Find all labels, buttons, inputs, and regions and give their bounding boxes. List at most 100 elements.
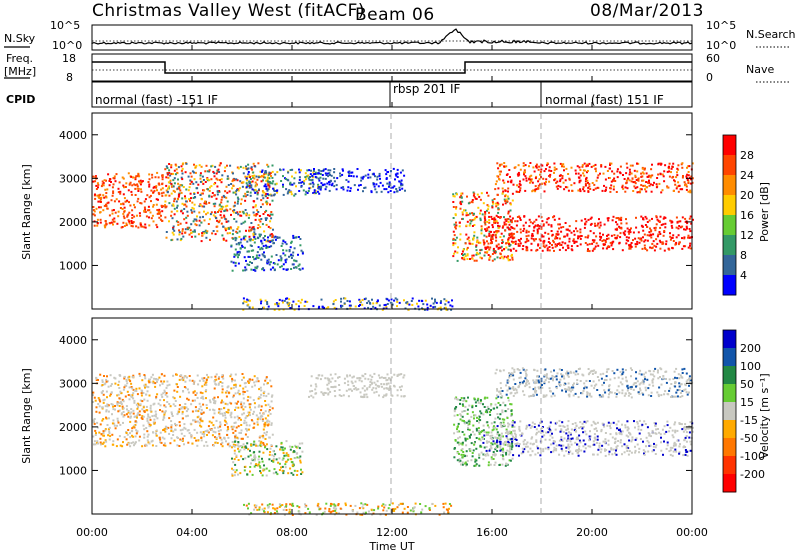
heatmap-cell (495, 214, 498, 217)
heatmap-cell (254, 233, 257, 236)
heatmap-cell (561, 177, 564, 180)
heatmap-cell (148, 183, 151, 186)
heatmap-cell (307, 177, 310, 180)
heatmap-cell (269, 451, 272, 453)
freq-tick-top: 18 (62, 52, 76, 65)
heatmap-cell (165, 205, 168, 208)
heatmap-cell (287, 190, 290, 193)
heatmap-cell (544, 231, 547, 234)
heatmap-cell (455, 207, 457, 210)
heatmap-cell (242, 166, 245, 169)
heatmap-cell (270, 194, 273, 197)
heatmap-cell (504, 464, 507, 467)
heatmap-cell (140, 190, 143, 193)
colorbar-segment (723, 155, 736, 176)
heatmap-cell (469, 448, 472, 451)
heatmap-cell (594, 163, 597, 166)
heatmap-cell (473, 417, 475, 420)
heatmap-cell (571, 189, 574, 192)
heatmap-cell (376, 175, 379, 178)
heatmap-cell (457, 425, 459, 428)
heatmap-cell (518, 173, 521, 176)
heatmap-cell (144, 208, 147, 211)
heatmap-cell (234, 201, 236, 204)
heatmap-cell (510, 403, 513, 406)
heatmap-cell (216, 225, 219, 228)
heatmap-cell (389, 190, 392, 192)
heatmap-cell (650, 174, 652, 177)
heatmap-cell (143, 226, 146, 229)
heatmap-cell (478, 464, 481, 467)
heatmap-cell (260, 218, 263, 220)
heatmap-cell (689, 440, 692, 443)
heatmap-cell (144, 443, 147, 446)
heatmap-cell (273, 189, 275, 192)
heatmap-cell (184, 403, 187, 405)
heatmap-cell (158, 212, 161, 215)
heatmap-cell (148, 224, 151, 227)
heatmap-cell (178, 408, 181, 411)
heatmap-cell (143, 209, 146, 212)
heatmap-cell (333, 185, 336, 188)
heatmap-cell (138, 387, 141, 390)
heatmap-cell (564, 186, 567, 189)
heatmap-cell (466, 195, 468, 198)
heatmap-cell (127, 219, 130, 222)
heatmap-cell (135, 403, 138, 406)
heatmap-cell (604, 449, 606, 452)
heatmap-cell (482, 453, 485, 456)
heatmap-cell (282, 252, 285, 255)
heatmap-cell (104, 188, 107, 191)
heatmap-cell (198, 402, 201, 405)
heatmap-cell (575, 220, 578, 223)
heatmap-cell (345, 389, 348, 392)
heatmap-cell (210, 165, 213, 168)
heatmap-cell (106, 207, 109, 210)
heatmap-cell (172, 204, 175, 207)
heatmap-cell (634, 245, 637, 248)
heatmap-cell (473, 218, 476, 221)
heatmap-cell (480, 229, 483, 232)
heatmap-cell (363, 385, 366, 388)
heatmap-cell (282, 168, 285, 171)
heatmap-cell (491, 199, 494, 202)
heatmap-cell (320, 185, 323, 188)
heatmap-cell (184, 171, 187, 174)
heatmap-cell (100, 196, 103, 199)
heatmap-cell (100, 185, 103, 188)
heatmap-cell (153, 189, 156, 192)
heatmap-cell (194, 171, 197, 174)
heatmap-cell (115, 173, 118, 176)
heatmap-cell (508, 228, 511, 231)
heatmap-cell (266, 239, 269, 242)
heatmap-cell (371, 375, 374, 378)
heatmap-cell (554, 245, 557, 248)
heatmap-cell (359, 184, 362, 186)
heatmap-cell (503, 198, 506, 201)
heatmap-cell (157, 191, 160, 194)
heatmap-cell (530, 180, 533, 183)
heatmap-cell (132, 388, 135, 391)
heatmap-cell (456, 193, 458, 196)
heatmap-cell (539, 170, 542, 173)
heatmap-cell (522, 245, 525, 247)
heatmap-cell (584, 180, 587, 183)
heatmap-cell (213, 387, 216, 390)
heatmap-cell (453, 410, 456, 413)
heatmap-cell (167, 426, 170, 429)
heatmap-cell (505, 174, 508, 176)
heatmap-cell (139, 179, 142, 182)
heatmap-cell (611, 242, 614, 245)
heatmap-cell (474, 197, 477, 200)
heatmap-cell (252, 256, 255, 258)
heatmap-cell (645, 181, 648, 183)
heatmap-cell (530, 234, 533, 237)
heatmap-cell (603, 448, 606, 451)
heatmap-cell (515, 190, 518, 193)
heatmap-cell (321, 306, 324, 308)
heatmap-cell (144, 226, 147, 229)
heatmap-cell (247, 303, 250, 306)
heatmap-cell (550, 443, 553, 446)
heatmap-cell (388, 185, 390, 188)
heatmap-cell (265, 179, 268, 182)
